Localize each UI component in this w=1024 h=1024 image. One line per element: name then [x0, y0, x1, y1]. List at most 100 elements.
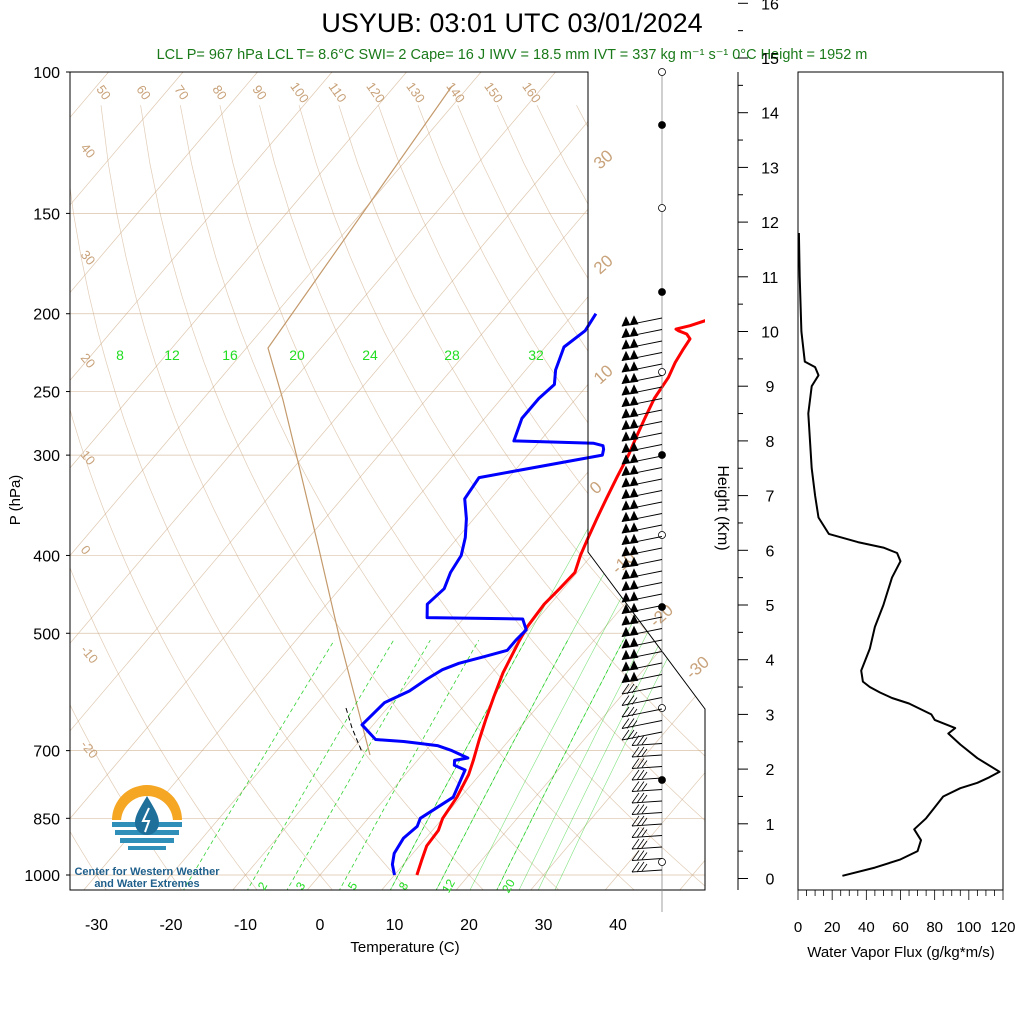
wind-pennant [621, 338, 639, 350]
staff-marker [658, 288, 666, 296]
water-vapor-flux-line [797, 232, 1001, 877]
logo-drop-icon [135, 796, 159, 835]
theta-e-label: 10 [590, 361, 617, 388]
flux-tick-label: 0 [794, 919, 802, 936]
wind-barb-feather [631, 815, 648, 827]
temperature-tick-label: 0 [316, 917, 325, 934]
wind-pennant [621, 384, 639, 396]
wind-pennant [621, 453, 639, 465]
wind-barb-feather [631, 850, 648, 861]
dry-adiabat-label: 100 [287, 79, 312, 105]
wind-barb-feather [621, 695, 638, 706]
wind-barb [631, 812, 663, 815]
pressure-tick-label: 150 [33, 206, 60, 223]
wind-barb [621, 731, 663, 741]
mixing-ratio-label: 8 [116, 347, 124, 363]
sounding-profiles [360, 312, 705, 876]
wind-barb-feather [631, 804, 648, 815]
wind-pennant [621, 464, 639, 476]
pressure-tick-label: 400 [33, 548, 60, 565]
wind-barb-feather [631, 758, 648, 769]
wind-barb [631, 869, 663, 873]
wind-pennant [621, 660, 639, 672]
staff-marker [658, 451, 666, 459]
isotherm-line [70, 72, 258, 890]
wind-barb-feather [621, 683, 638, 695]
flux-tick-label: 80 [926, 919, 943, 936]
staff-marker [658, 858, 666, 866]
isotherm-line [70, 72, 631, 890]
height-tick-label: 5 [766, 598, 775, 615]
dry-adiabat [814, 105, 1024, 892]
mixing-ratio-line [553, 362, 705, 890]
isotherm-line [753, 72, 1024, 892]
wind-barb [631, 846, 663, 850]
dry-adiabat-label: 90 [249, 82, 270, 102]
flux-frame [797, 71, 1004, 891]
wind-pennant [621, 522, 639, 534]
dry-adiabat-label: 160 [519, 79, 544, 105]
wind-pennant [621, 349, 639, 361]
wind-barb [631, 835, 663, 838]
pressure-tick-label: 100 [33, 65, 60, 82]
dry-adiabat-label: 140 [443, 79, 468, 105]
isotherm-line [528, 72, 705, 890]
staff-marker [658, 204, 666, 212]
logo-bolt-icon [141, 807, 151, 833]
pressure-tick-label: 200 [33, 307, 60, 324]
temperature-tick-label: 20 [460, 917, 478, 934]
dry-adiabat [417, 105, 705, 890]
skewt-frame [69, 71, 706, 891]
temperature-tick-label: -20 [159, 917, 182, 934]
pressure-tick-label: 500 [33, 626, 60, 643]
wind-pennant [621, 430, 639, 442]
staff-marker [658, 704, 666, 712]
pressure-tick-label: 1000 [24, 868, 60, 885]
dry-adiabat-label: 150 [481, 79, 506, 105]
wind-barb [631, 743, 663, 746]
isotherm-line [70, 72, 333, 890]
wind-barb-feather [631, 827, 648, 838]
wind-barb-feather [631, 746, 648, 758]
dry-adiabat [70, 105, 108, 890]
height-tick-label: 6 [766, 543, 775, 560]
dewpoint-profile [360, 312, 606, 876]
height-axis-label: Height (Km) [714, 465, 731, 550]
logo-caption: Center for Western Weather and Water Ext… [62, 866, 232, 890]
dry-adiabat [576, 105, 705, 890]
wind-pennant [621, 326, 639, 338]
logo-sun-arc [112, 785, 182, 820]
wind-pennant [621, 407, 639, 419]
dry-adiabat [378, 105, 705, 890]
wind-pennant [621, 361, 639, 373]
chart-title: USYUB: 03:01 UTC 03/01/2024 [321, 8, 703, 38]
wind-pennant [621, 510, 639, 522]
wind-barb-feather [631, 769, 648, 781]
wind-pennant [621, 476, 639, 488]
wind-pennant [621, 556, 639, 568]
height-tick-label: 4 [766, 653, 775, 670]
mixing-ratio-line [537, 362, 705, 890]
theta-e-label: -30 [682, 652, 713, 683]
height-tick-label: 16 [761, 0, 779, 13]
wind-pennant [621, 487, 639, 499]
dry-adiabat-label: 50 [93, 82, 114, 102]
skewt-background: 50 60 70 80 90 100 110 120 130 140 150 160 [70, 72, 1024, 892]
theta-e-label: 20 [590, 251, 617, 278]
dry-adiabat [219, 105, 705, 890]
height-tick-label: 13 [761, 160, 779, 177]
wind-barb-feather [631, 792, 648, 804]
wind-pennant [621, 315, 639, 327]
dry-adiabat-label: 80 [209, 82, 230, 102]
theta-e-label: 30 [590, 146, 617, 173]
parcel-path [267, 85, 453, 756]
mixing-ratio-label: 12 [164, 347, 180, 363]
staff-marker [658, 603, 666, 611]
wind-barb [621, 697, 663, 706]
wind-barb [631, 789, 663, 792]
dry-adiabat-label: 70 [171, 82, 192, 102]
chart-subtitle: LCL P= 967 hPa LCL T= 8.6°C SWI= 2 Cape=… [156, 47, 868, 63]
wind-barbs [621, 68, 666, 912]
mixing-ratio-dashed [388, 640, 526, 890]
staff-marker [658, 776, 666, 784]
